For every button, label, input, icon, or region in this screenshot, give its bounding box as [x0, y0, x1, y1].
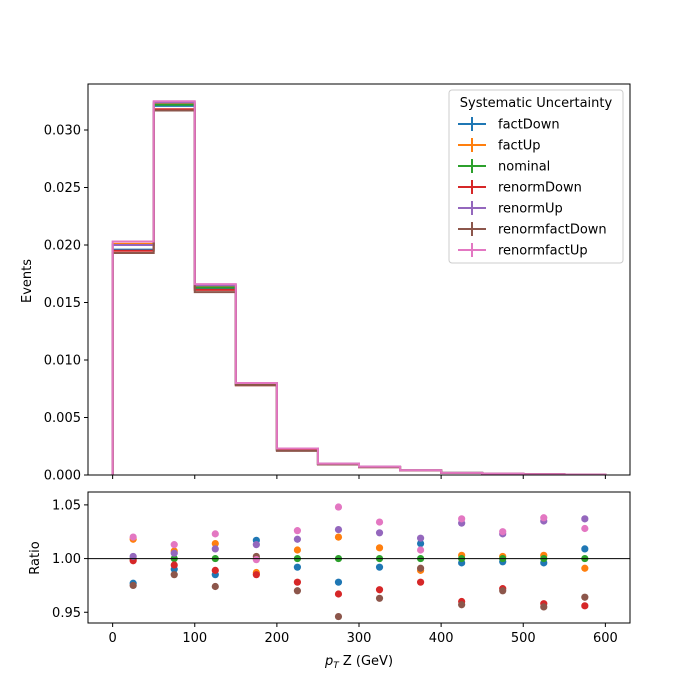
x-axis-label-p: p — [324, 654, 333, 669]
ratio-point-factDown — [416, 539, 425, 548]
bottom-y-ticks: 0.95 1.00 1.05 — [52, 498, 88, 621]
legend-items: factDown factUp nominal renormDown renormUp r… — [458, 117, 607, 259]
top-y-axis-label: Events — [20, 259, 35, 303]
ratio-point-renormUp — [334, 525, 343, 534]
top-y-tick-label: 0.000 — [44, 469, 81, 484]
ratio-point-renormUp — [293, 535, 302, 543]
x-axis-label-rest: Z (GeV) — [339, 654, 393, 669]
ratio-point-renormfactUp — [458, 515, 466, 523]
ratio-point-factDown — [581, 545, 589, 553]
ratio-point-renormDown — [211, 566, 219, 574]
bottom-x-tick-label: 200 — [264, 631, 289, 646]
ratio-point-renormfactDown — [170, 571, 178, 579]
histogram-line-renormfactUp — [111, 100, 607, 475]
histogram-series-group — [111, 100, 607, 475]
ratio-point-renormfactDown — [416, 564, 425, 572]
ratio-point-renormUp — [252, 541, 260, 549]
ratio-point-renormfactUp — [581, 524, 589, 533]
legend-label-renormUp: renormUp — [498, 202, 563, 217]
ratio-point-renormUp — [581, 515, 589, 523]
ratio-point-factUp — [293, 546, 302, 554]
legend-box — [448, 89, 624, 264]
bottom-x-tick-label: 100 — [182, 631, 207, 646]
ratio-point-renormfactUp — [540, 514, 548, 522]
ratio-point-renormfactDown — [211, 582, 219, 591]
legend-label-factUp: factUp — [498, 139, 541, 154]
ratio-point-renormUp — [375, 529, 384, 537]
bottom-x-tick-label: 300 — [347, 631, 372, 646]
ratio-point-factUp — [211, 539, 219, 548]
ratio-point-renormUp — [416, 534, 425, 542]
legend-label-nominal: nominal — [498, 160, 550, 175]
ratio-point-renormfactUp — [375, 518, 384, 526]
bottom-x-ticks: 0 100 200 300 400 500 600 — [108, 623, 618, 646]
legend-label-renormfactUp: renormfactUp — [498, 244, 588, 259]
ratio-point-renormfactDown — [581, 593, 589, 601]
ratio-point-renormfactDown — [499, 587, 507, 595]
ratio-point-factDown — [375, 563, 384, 571]
ratio-point-factUp — [375, 544, 384, 552]
legend-label-renormfactDown: renormfactDown — [498, 223, 607, 238]
ratio-point-renormfactUp — [293, 527, 302, 535]
x-axis-label: pT Z (GeV) — [324, 654, 393, 671]
ratio-point-renormfactUp — [211, 530, 219, 538]
ratio-point-renormDown — [170, 561, 178, 569]
top-y-tick-label: 0.005 — [44, 411, 81, 426]
ratio-point-factDown — [334, 578, 343, 586]
bottom-y-axis-label: Ratio — [28, 541, 43, 574]
ratio-point-renormfactUp — [129, 533, 137, 541]
ratio-point-renormfactDown — [293, 587, 302, 595]
bottom-x-tick-label: 600 — [593, 631, 618, 646]
ratio-point-renormDown — [252, 571, 260, 579]
ratio-point-factUp — [581, 564, 589, 572]
ratio-point-renormDown — [375, 586, 384, 594]
x-axis-label-sub: T — [333, 661, 340, 671]
ratio-point-renormDown — [581, 602, 589, 610]
top-y-tick-label: 0.010 — [44, 354, 81, 369]
ratio-point-renormfactUp — [334, 503, 343, 511]
ratio-point-factDown — [293, 563, 302, 571]
ratio-panel: 0.95 1.00 1.05 0 100 200 300 400 500 600 Ratio p… — [28, 491, 631, 671]
top-y-tick-label: 0.015 — [44, 296, 81, 311]
ratio-point-renormfactDown — [375, 594, 384, 602]
bottom-y-tick-label: 1.05 — [52, 498, 81, 513]
top-y-ticks: 0.000 0.005 0.010 0.015 0.020 0.025 0.030 — [44, 124, 88, 484]
ratio-point-renormUp — [211, 545, 219, 553]
bottom-y-tick-label: 1.00 — [52, 552, 81, 567]
ratio-point-renormDown — [416, 578, 425, 586]
ratio-point-renormfactUp — [170, 541, 178, 549]
ratio-point-renormDown — [293, 578, 302, 586]
legend-label-factDown: factDown — [498, 118, 560, 133]
ratio-point-renormfactDown — [458, 601, 466, 609]
bottom-x-tick-label: 400 — [429, 631, 454, 646]
ratio-point-renormfactDown — [334, 612, 343, 621]
legend-title: Systematic Uncertainty — [460, 96, 613, 111]
ratio-point-renormfactUp — [252, 556, 260, 564]
top-x-ticks — [112, 475, 606, 479]
legend: Systematic Uncertainty factDown factUp nom… — [448, 89, 624, 264]
ratio-point-renormfactDown — [540, 603, 548, 611]
legend-label-renormDown: renormDown — [498, 181, 582, 196]
ratio-point-renormfactDown — [129, 581, 137, 590]
ratio-point-renormDown — [334, 590, 343, 598]
ratio-point-renormfactUp — [499, 528, 507, 536]
ratio-point-factUp — [334, 533, 343, 541]
ratio-point-renormUp — [170, 549, 178, 557]
ratio-point-renormfactUp — [416, 546, 425, 554]
bottom-x-tick-label: 500 — [511, 631, 536, 646]
top-y-tick-label: 0.020 — [44, 239, 81, 254]
bottom-y-tick-label: 0.95 — [52, 606, 81, 621]
bottom-x-tick-label: 0 — [108, 631, 116, 646]
top-y-tick-label: 0.025 — [44, 181, 81, 196]
top-y-tick-label: 0.030 — [44, 124, 81, 139]
main-histogram-panel: 0.000 0.005 0.010 0.015 0.020 0.025 0.030 Even… — [20, 83, 631, 484]
